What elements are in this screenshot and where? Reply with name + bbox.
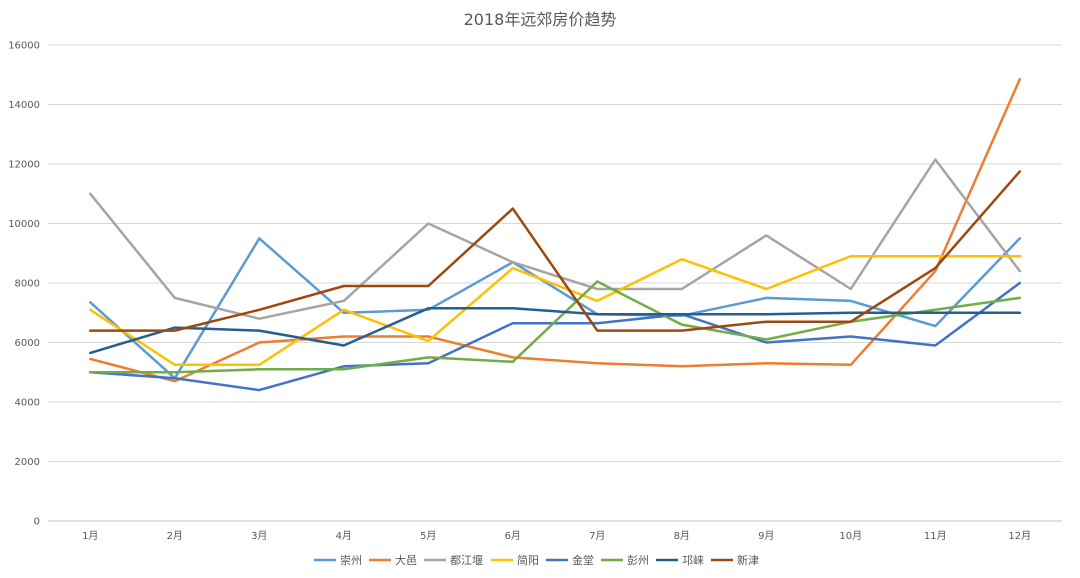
x-tick-label: 7月 — [589, 530, 605, 542]
series-lines — [89, 77, 1022, 392]
y-tick-label: 16000 — [8, 41, 40, 52]
legend-label: 崇州 — [340, 554, 362, 567]
legend-item-3: 简阳 — [491, 553, 539, 567]
y-tick-label: 2000 — [15, 457, 40, 468]
legend-item-0: 崇州 — [314, 554, 362, 567]
x-tick-label: 8月 — [674, 530, 690, 542]
x-tick-label: 9月 — [758, 530, 774, 542]
x-tick-label: 3月 — [251, 530, 267, 542]
legend-label: 邛崃 — [682, 554, 704, 567]
y-tick-label: 12000 — [8, 160, 40, 171]
y-tick-label: 6000 — [15, 338, 40, 349]
legend-label: 都江堰 — [450, 554, 483, 567]
y-tick-label: 0 — [34, 517, 40, 528]
y-tick-label: 4000 — [15, 398, 40, 409]
series-line-2 — [89, 158, 1022, 320]
x-tick-label: 4月 — [336, 530, 352, 542]
chart-title: 2018年远郊房价趋势 — [464, 10, 617, 29]
x-tick-label: 10月 — [839, 530, 862, 542]
series-line-4 — [89, 281, 1022, 392]
legend-label: 大邑 — [395, 553, 417, 567]
series-line-3 — [89, 254, 1022, 367]
grid-lines — [48, 44, 1062, 522]
x-axis-ticks: 1月 2月 3月 4月 5月 6月 7月 8月 9月 10月 11月 12月 — [82, 530, 1031, 542]
x-tick-label: 11月 — [924, 530, 947, 542]
y-axis-ticks: 0 2000 4000 6000 8000 10000 12000 14000 16000 — [8, 41, 40, 528]
series-line-0 — [89, 237, 1022, 380]
series-line-1 — [89, 77, 1022, 383]
legend-label: 金堂 — [572, 553, 594, 567]
x-tick-label: 1月 — [82, 530, 98, 542]
legend-item-6: 邛崃 — [656, 554, 704, 567]
x-tick-label: 12月 — [1008, 530, 1031, 542]
x-tick-label: 2月 — [167, 530, 183, 542]
legend-item-4: 金堂 — [546, 553, 594, 567]
legend-item-1: 大邑 — [369, 553, 417, 567]
series-line-5 — [89, 280, 1022, 374]
legend: 崇州 大邑 都江堰 简阳 金堂 彭州 邛崃 新津 — [314, 553, 759, 567]
x-tick-label: 6月 — [505, 530, 521, 542]
legend-item-5: 彭州 — [601, 553, 649, 567]
legend-item-7: 新津 — [711, 553, 759, 567]
series-line-7 — [89, 170, 1022, 332]
y-tick-label: 10000 — [8, 219, 40, 230]
y-tick-label: 8000 — [15, 279, 40, 290]
legend-item-2: 都江堰 — [424, 554, 483, 567]
x-tick-label: 5月 — [420, 530, 436, 542]
legend-label: 彭州 — [627, 553, 649, 567]
legend-label: 简阳 — [517, 553, 539, 567]
y-tick-label: 14000 — [8, 100, 40, 111]
legend-label: 新津 — [737, 553, 759, 567]
